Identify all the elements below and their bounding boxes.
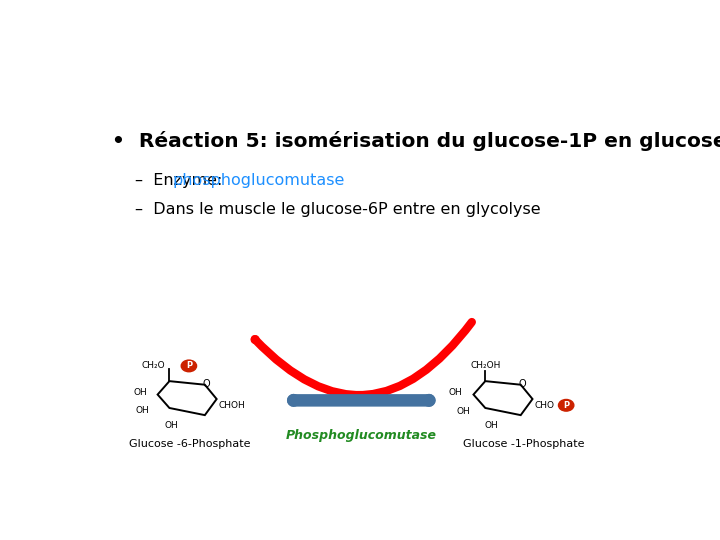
- Text: CHOH: CHOH: [218, 401, 246, 410]
- Text: O: O: [203, 379, 210, 389]
- Text: Glucose -1-Phosphate: Glucose -1-Phosphate: [463, 440, 585, 449]
- Text: O: O: [518, 379, 526, 389]
- Text: CH₂OH: CH₂OH: [470, 361, 500, 370]
- Text: CH₂O: CH₂O: [142, 361, 166, 370]
- Text: OH: OH: [164, 421, 178, 430]
- Circle shape: [181, 360, 197, 372]
- Text: OH: OH: [449, 388, 463, 397]
- Text: OH: OH: [456, 407, 470, 416]
- Text: Phosphoglucomutase: Phosphoglucomutase: [286, 429, 437, 442]
- Text: Glucose -6-Phosphate: Glucose -6-Phosphate: [130, 440, 251, 449]
- FancyArrowPatch shape: [255, 322, 472, 395]
- Text: phosphoglucomutase: phosphoglucomutase: [173, 173, 345, 188]
- Text: –  Dans le muscle le glucose-6P entre en glycolyse: – Dans le muscle le glucose-6P entre en …: [135, 202, 540, 217]
- Text: OH: OH: [485, 421, 498, 430]
- Text: •  Réaction 5: isomérisation du glucose-1P en glucose-6P: • Réaction 5: isomérisation du glucose-1…: [112, 131, 720, 151]
- Circle shape: [559, 400, 574, 411]
- FancyArrowPatch shape: [293, 400, 429, 401]
- Text: –  Enzyme:: – Enzyme:: [135, 173, 227, 188]
- Text: OH: OH: [133, 388, 147, 397]
- Text: CHO: CHO: [534, 401, 554, 410]
- Text: P: P: [563, 401, 570, 410]
- Text: P: P: [186, 361, 192, 370]
- Text: OH: OH: [136, 406, 150, 415]
